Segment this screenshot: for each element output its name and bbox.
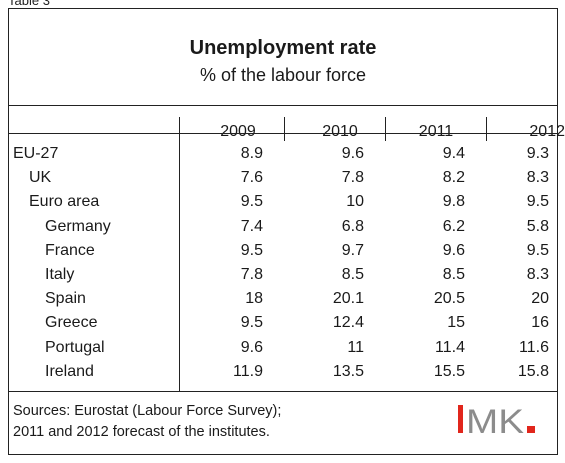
row-label: UK xyxy=(29,169,52,187)
table-cell: 9.5 xyxy=(240,241,263,259)
row-label: Euro area xyxy=(29,193,100,211)
row-label: Greece xyxy=(45,314,98,332)
table-cell: 18 xyxy=(245,290,263,308)
table-cell: 9.6 xyxy=(240,338,263,356)
svg-text:MK: MK xyxy=(466,403,524,440)
table-row: Germany 7.4 6.8 6.2 5.8 xyxy=(9,218,557,242)
table-cell: 6.8 xyxy=(341,217,364,235)
table-cell: 20.5 xyxy=(433,290,465,308)
year-header-2011: 2011 xyxy=(418,123,454,140)
table-cell: 10 xyxy=(346,193,364,211)
row-label: Italy xyxy=(45,266,75,283)
footer-rule xyxy=(9,391,557,392)
table-row: UK 7.6 7.8 8.2 8.3 xyxy=(9,169,557,193)
table-row: France 9.5 9.7 9.6 9.5 xyxy=(9,242,557,266)
table-cell: 15.8 xyxy=(517,362,549,380)
table-row: Ireland 11.9 13.5 15.5 15.8 xyxy=(9,363,557,387)
year-header-2012: 2012 xyxy=(529,123,565,140)
table-row: EU-27 8.9 9.6 9.4 9.3 xyxy=(9,145,557,169)
sources-line-2: 2011 and 2012 forecast of the institutes… xyxy=(13,424,270,440)
table-cell: 16 xyxy=(531,314,549,332)
imk-logo: MK xyxy=(458,403,535,440)
table-cell: 15.5 xyxy=(433,362,465,380)
table-cell: 5.8 xyxy=(526,217,549,235)
table-cell: 8.5 xyxy=(442,266,465,283)
table-cell: 15 xyxy=(447,314,465,332)
row-label: Germany xyxy=(45,217,111,235)
year-divider xyxy=(179,117,180,141)
table-cell: 7.6 xyxy=(240,169,263,187)
year-header-2010: 2010 xyxy=(322,123,358,140)
table-cell: 9.8 xyxy=(442,193,465,211)
table-row: Euro area 9.5 10 9.8 9.5 xyxy=(9,193,557,217)
table-cell: 8.5 xyxy=(341,266,364,283)
header-bottom-rule xyxy=(9,133,557,134)
table-cell: 7.4 xyxy=(240,217,263,235)
table-subtitle: % of the labour force xyxy=(199,65,367,85)
table-cell: 7.8 xyxy=(341,169,364,187)
year-divider xyxy=(284,117,285,141)
table-row: Portugal 9.6 11 11.4 11.6 xyxy=(9,339,557,363)
table-cell: 11.6 xyxy=(519,338,549,356)
table-cell: 20 xyxy=(531,290,549,308)
table-row: Greece 9.5 12.4 15 16 xyxy=(9,314,557,338)
year-divider xyxy=(486,117,487,141)
table-cell: 13.5 xyxy=(332,362,364,380)
table-cell: 9.3 xyxy=(526,145,549,162)
table-cell: 11 xyxy=(347,338,364,356)
table-cell: 11.4 xyxy=(435,338,465,356)
table-cell: 12.4 xyxy=(332,314,364,332)
table-cell: 11.9 xyxy=(233,362,263,380)
row-label: Spain xyxy=(45,290,86,308)
table-cell: 8.3 xyxy=(526,266,549,283)
table-row: Spain 18 20.1 20.5 20 xyxy=(9,290,557,314)
row-label: France xyxy=(45,241,95,259)
row-label: EU-27 xyxy=(13,145,59,162)
sources-note: Sources: Eurostat (Labour Force Survey);… xyxy=(13,401,281,443)
table-cell: 9.6 xyxy=(341,145,364,162)
table-cell: 9.5 xyxy=(240,314,263,332)
year-divider xyxy=(385,117,386,141)
table-cell: 9.5 xyxy=(240,193,263,211)
table-title: Unemployment rate xyxy=(189,37,377,59)
table-cell: 7.8 xyxy=(240,266,263,283)
table-cell: 9.6 xyxy=(442,241,465,259)
table-cell: 9.5 xyxy=(526,241,549,259)
table-cell: 9.4 xyxy=(442,145,465,162)
table-cell: 9.5 xyxy=(526,193,549,211)
table-cell: 8.3 xyxy=(526,169,549,187)
table-row: Italy 7.8 8.5 8.5 8.3 xyxy=(9,266,557,290)
table-cell: 20.1 xyxy=(332,290,364,308)
year-header-2009: 2009 xyxy=(220,123,256,140)
sources-line-1: Sources: Eurostat (Labour Force Survey); xyxy=(13,403,282,419)
header-top-rule xyxy=(9,105,557,106)
table-cell: 8.2 xyxy=(442,169,465,187)
table-label: Table 3 xyxy=(8,0,50,8)
row-label: Portugal xyxy=(45,338,105,356)
table-cell: 8.9 xyxy=(240,145,263,162)
table-frame: Unemployment rate % of the labour force … xyxy=(8,8,565,455)
table-cell: 9.7 xyxy=(341,241,364,259)
label-column-divider xyxy=(179,133,180,391)
row-label: Ireland xyxy=(45,362,94,380)
table-cell: 6.2 xyxy=(442,217,465,235)
